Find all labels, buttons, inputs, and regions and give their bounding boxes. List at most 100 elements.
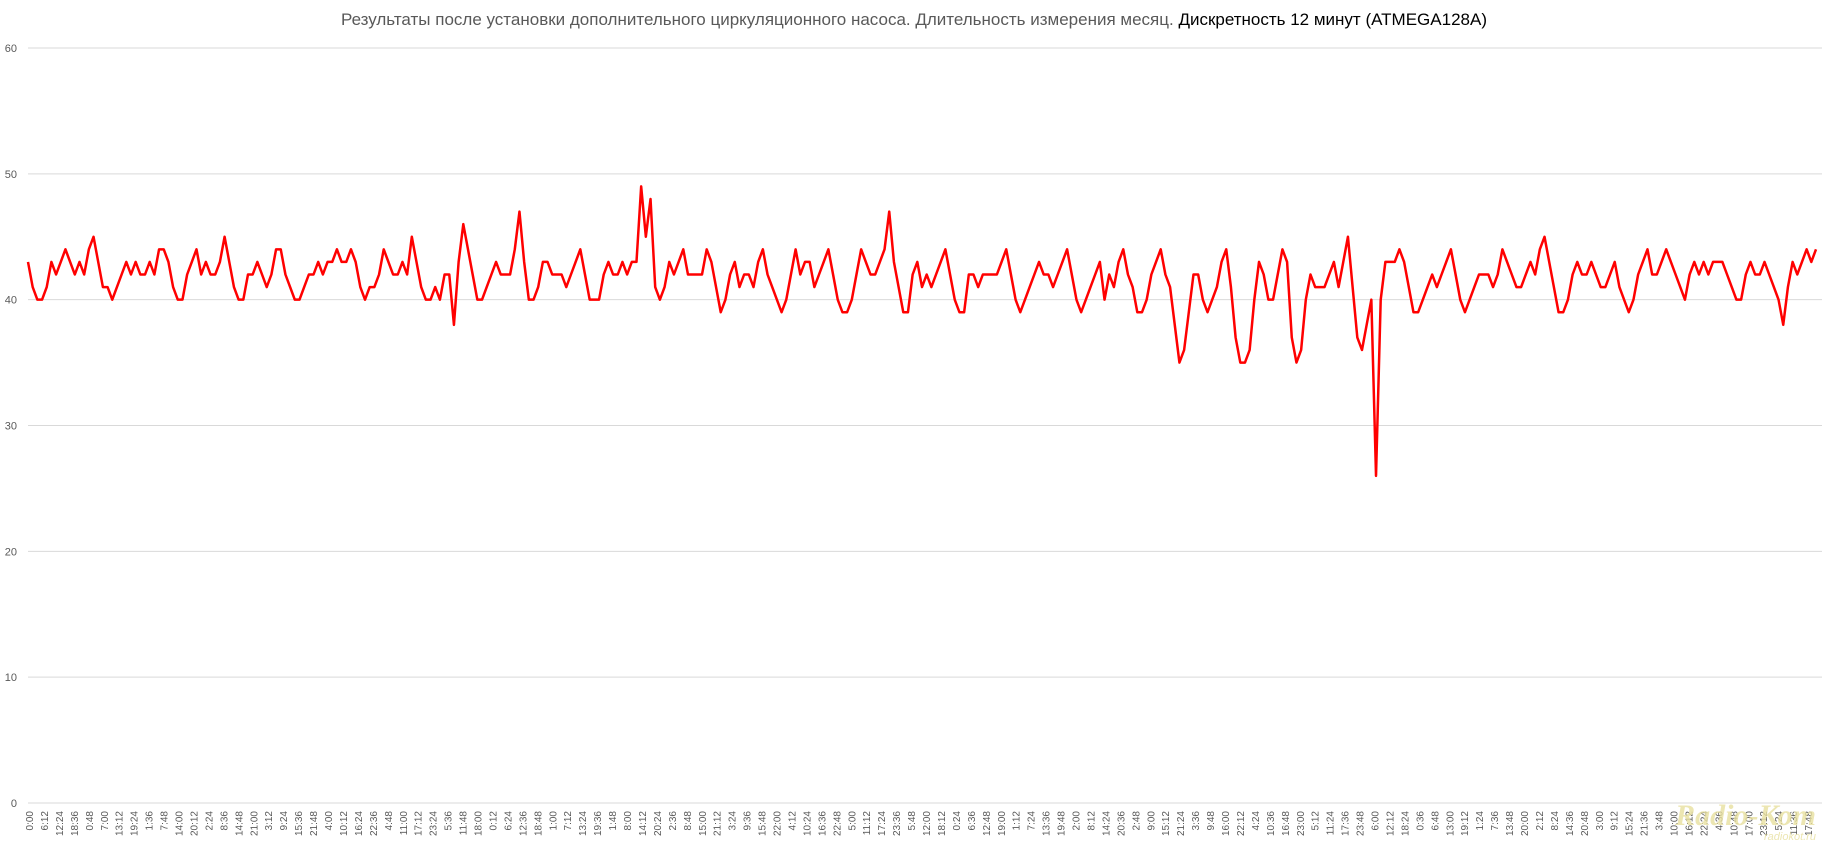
x-tick-label: 5:24	[1774, 811, 1785, 831]
x-tick-label: 21:24	[1176, 811, 1187, 836]
x-tick-label: 4:12	[787, 811, 798, 831]
y-tick-label: 0	[11, 798, 17, 810]
y-tick-label: 50	[5, 169, 17, 181]
x-tick-label: 18:12	[937, 811, 948, 836]
x-tick-label: 0:24	[952, 811, 963, 831]
x-tick-label: 11:12	[862, 811, 873, 836]
x-tick-label: 9:24	[279, 811, 290, 831]
x-tick-label: 22:24	[1699, 811, 1710, 836]
x-tick-label: 16:00	[1221, 811, 1232, 836]
x-tick-label: 14:48	[234, 811, 245, 836]
x-tick-label: 12:00	[922, 811, 933, 836]
x-tick-label: 3:00	[1595, 811, 1606, 831]
x-tick-label: 19:12	[1460, 811, 1471, 836]
x-tick-label: 6:00	[1371, 811, 1382, 831]
x-tick-label: 3:24	[728, 811, 739, 831]
x-tick-label: 4:36	[1714, 811, 1725, 831]
x-tick-label: 20:00	[1520, 811, 1531, 836]
x-tick-label: 19:24	[130, 811, 141, 836]
y-tick-label: 40	[5, 295, 17, 307]
x-tick-label: 6:36	[967, 811, 978, 831]
x-tick-label: 7:24	[1027, 811, 1038, 831]
x-tick-label: 1:48	[608, 811, 619, 831]
x-tick-label: 15:12	[1161, 811, 1172, 836]
x-tick-label: 14:12	[638, 811, 649, 836]
x-tick-label: 11:36	[1789, 811, 1800, 836]
x-tick-label: 15:48	[758, 811, 769, 836]
x-tick-label: 5:12	[1311, 811, 1322, 831]
x-tick-label: 15:24	[1625, 811, 1636, 836]
x-tick-label: 15:36	[294, 811, 305, 836]
y-tick-label: 30	[5, 421, 17, 433]
x-tick-label: 20:36	[1116, 811, 1127, 836]
x-tick-label: 7:12	[563, 811, 574, 831]
x-tick-label: 17:24	[877, 811, 888, 836]
x-tick-label: 23:00	[1296, 811, 1307, 836]
watermark-logo-text: Radio-Кот	[1675, 799, 1816, 832]
x-tick-label: 13:24	[578, 811, 589, 836]
x-tick-label: 8:48	[683, 811, 694, 831]
x-tick-label: 9:00	[1146, 811, 1157, 831]
x-tick-label: 11:00	[399, 811, 410, 836]
x-tick-label: 7:00	[100, 811, 111, 831]
x-tick-label: 20:12	[189, 811, 200, 836]
x-tick-label: 14:36	[1565, 811, 1576, 836]
chart-title-main: Результаты после установки дополнительно…	[340, 10, 1179, 29]
x-tick-label: 12:36	[518, 811, 529, 836]
y-tick-label: 20	[5, 546, 17, 558]
x-tick-label: 21:36	[1640, 811, 1651, 836]
chart-title-emphasis: Дискретность 12 минут (ATMEGA128A)	[1178, 10, 1487, 29]
x-tick-label: 6:12	[40, 811, 51, 831]
x-tick-label: 8:00	[623, 811, 634, 831]
x-tick-label: 1:12	[1012, 811, 1023, 831]
x-tick-label: 4:48	[384, 811, 395, 831]
x-tick-label: 5:00	[847, 811, 858, 831]
x-tick-label: 23:48	[1356, 811, 1367, 836]
x-tick-label: 6:24	[503, 811, 514, 831]
x-tick-label: 16:12	[1684, 811, 1695, 836]
x-tick-label: 3:12	[264, 811, 275, 831]
x-tick-label: 0:00	[25, 811, 36, 831]
x-tick-label: 6:48	[1430, 811, 1441, 831]
x-tick-label: 0:12	[488, 811, 499, 831]
y-axis-ticks: 0 10 20 30 40 50 60	[5, 43, 17, 810]
watermark-site-text: radiokot.ru	[1764, 831, 1816, 843]
x-tick-label: 11:48	[459, 811, 470, 836]
x-tick-label: 23:24	[429, 811, 440, 836]
x-tick-label: 5:36	[444, 811, 455, 831]
x-tick-label: 9:36	[743, 811, 754, 831]
x-tick-label: 20:48	[1580, 811, 1591, 836]
x-tick-label: 19:48	[1057, 811, 1068, 836]
x-tick-label: 8:36	[219, 811, 230, 831]
y-tick-label: 60	[5, 43, 17, 55]
x-tick-label: 18:00	[474, 811, 485, 836]
x-tick-label: 14:00	[175, 811, 186, 836]
x-tick-label: 22:48	[832, 811, 843, 836]
x-tick-label: 0:48	[85, 811, 96, 831]
series-line	[26, 185, 1818, 478]
x-tick-label: 5:48	[907, 811, 918, 831]
x-tick-label: 12:12	[1385, 811, 1396, 836]
x-tick-label: 8:12	[1086, 811, 1097, 831]
x-tick-label: 10:12	[339, 811, 350, 836]
x-tick-label: 16:48	[1281, 811, 1292, 836]
x-tick-label: 2:24	[204, 811, 215, 831]
watermark-logo: Radio-Кот radiokot.ru	[1675, 799, 1816, 844]
x-tick-label: 17:48	[1804, 811, 1815, 836]
x-tick-label: 0:36	[1415, 811, 1426, 831]
x-tick-label: 4:24	[1251, 811, 1262, 831]
y-tick-label: 10	[5, 672, 17, 684]
x-tick-label: 9:12	[1610, 811, 1621, 831]
x-tick-label: 2:12	[1535, 811, 1546, 831]
x-tick-label: 19:36	[593, 811, 604, 836]
x-tick-label: 13:00	[1445, 811, 1456, 836]
x-tick-label: 2:36	[668, 811, 679, 831]
x-tick-label: 22:12	[1236, 811, 1247, 836]
x-tick-label: 7:48	[160, 811, 171, 831]
x-tick-label: 9:48	[1206, 811, 1217, 831]
x-tick-label: 14:24	[1101, 811, 1112, 836]
gridlines	[28, 47, 1822, 804]
x-tick-label: 21:12	[713, 811, 724, 836]
